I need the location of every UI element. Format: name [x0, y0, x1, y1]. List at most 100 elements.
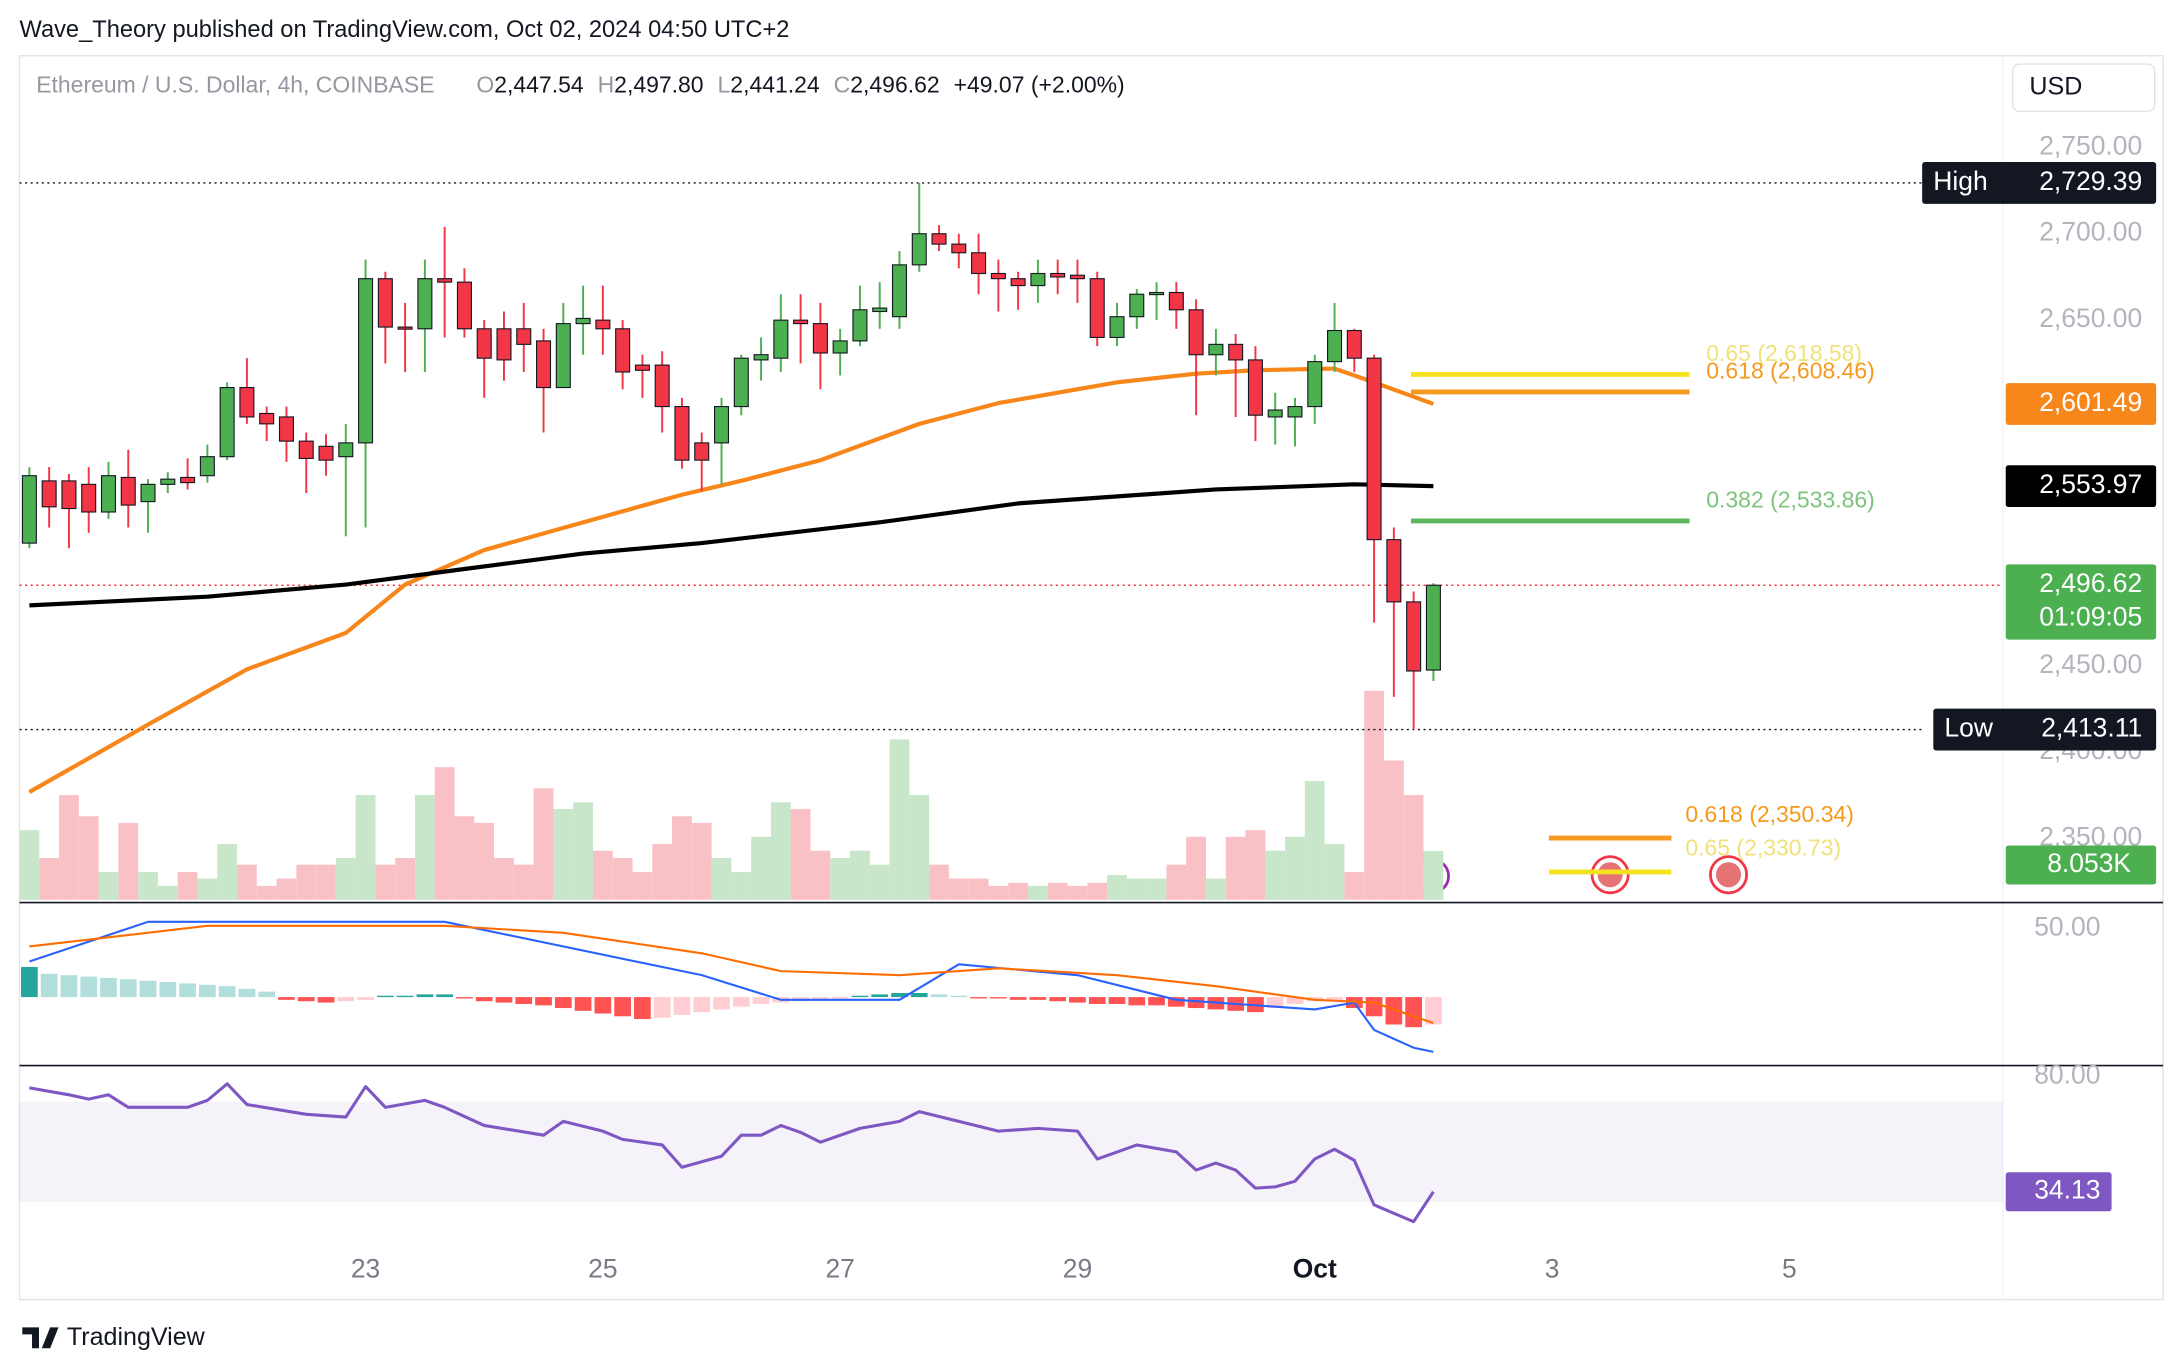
price-label-box [2005, 564, 2157, 640]
macd-bar [159, 982, 177, 998]
candle-body [496, 328, 512, 361]
macd-bar [100, 977, 117, 998]
candle-body [377, 278, 393, 328]
volume-bar [850, 850, 870, 900]
volume-bar [652, 844, 673, 900]
candle-body [1406, 601, 1422, 672]
volume-bar [810, 850, 831, 900]
volume-bar [494, 858, 514, 900]
fib-label: 0.618 (2,350.34) [1685, 801, 1854, 827]
countdown: 01:09:05 [2039, 602, 2142, 632]
macd-bar [653, 997, 671, 1018]
ohlc-value: 2,441.24 [730, 71, 820, 97]
volume-bar [1423, 851, 1444, 900]
currency-button[interactable] [2011, 63, 2156, 113]
macd-bar [930, 994, 948, 998]
volume-bar [1166, 864, 1187, 900]
candle-body [358, 278, 374, 444]
macd-bar [535, 997, 552, 1006]
macd-bar [1365, 997, 1383, 1017]
macd-bar [812, 997, 829, 1000]
candle-body [1346, 329, 1362, 359]
volume-bar [1047, 882, 1068, 900]
volume-bar [474, 822, 495, 900]
macd-bar [752, 997, 770, 1004]
volume-bar [395, 858, 415, 900]
candle-body [61, 480, 77, 510]
candle-body [931, 233, 947, 245]
macd-bar [1029, 997, 1047, 1000]
macd-bar [357, 997, 374, 1000]
candle-body [793, 319, 809, 325]
volume-bar [1364, 690, 1384, 900]
macd-bar [1326, 997, 1343, 1000]
x-tick-label: 3 [1545, 1253, 1560, 1283]
price-label: 2,601.49 [2039, 387, 2142, 417]
macd-bar [851, 995, 869, 998]
volume-bar [751, 836, 771, 900]
candle-body [832, 340, 848, 354]
candle-body [1010, 278, 1026, 287]
logo-mark [22, 1327, 59, 1349]
candle-body [1089, 278, 1105, 338]
candle-body [872, 307, 888, 313]
candle-body [21, 475, 37, 544]
volume-bar [632, 871, 653, 900]
price-label: 2,553.97 [2039, 469, 2142, 499]
volume-bar [1344, 871, 1365, 900]
volume-bar [1403, 795, 1424, 900]
candle-body [1425, 584, 1441, 671]
candle-body [516, 328, 532, 345]
candle-body [239, 387, 255, 418]
price-label: 2,496.62 [2039, 568, 2142, 598]
currency[interactable]: USD [2029, 72, 2082, 100]
volume-bar [1028, 885, 1048, 900]
candle-body [1287, 406, 1303, 418]
x-tick-label: 29 [1063, 1253, 1092, 1283]
candle-body [1208, 343, 1224, 356]
fib-label: 0.382 (2,533.86) [1706, 486, 1875, 512]
x-tick-label: 23 [351, 1253, 380, 1283]
volume-bar [1245, 830, 1266, 900]
macd-bar [278, 997, 295, 1000]
macd-bar [1266, 997, 1284, 1009]
macd-bar [396, 995, 414, 998]
volume-bar [533, 788, 554, 900]
volume-bar [78, 816, 99, 900]
y-tick-label: 2,650.00 [2039, 303, 2142, 333]
extreme-box [1922, 162, 2157, 204]
volume-bar [573, 802, 593, 900]
candle-body [160, 478, 176, 485]
macd-bar [634, 997, 651, 1020]
ohlc-key: C [834, 71, 851, 97]
volume-bar [909, 795, 930, 900]
volume-bar [19, 830, 40, 900]
macd-bar [456, 997, 473, 999]
macd-bar [732, 997, 750, 1007]
macd-bar [673, 997, 691, 1015]
candle-body [1129, 293, 1145, 318]
candle-body [1149, 291, 1165, 296]
candle-body [990, 272, 1006, 280]
volume-bar [375, 864, 396, 900]
macd-bar [594, 997, 612, 1014]
candle-body [615, 328, 631, 373]
volume-bar [553, 808, 574, 900]
candle-body [219, 387, 235, 458]
candle-body [140, 483, 156, 503]
macd-bar [1425, 997, 1442, 1025]
volume-bar [296, 864, 317, 900]
fib-label: 0.618 (2,608.46) [1706, 358, 1875, 384]
volume-bar [1008, 882, 1029, 900]
candle-body [1109, 316, 1125, 338]
volume-bar [454, 816, 475, 900]
candle-body [338, 442, 354, 458]
candle-body [1168, 291, 1184, 311]
candle-body [1050, 272, 1066, 278]
macd-bar [1088, 997, 1106, 1004]
candle-body [1030, 272, 1046, 287]
macd-bar [60, 975, 78, 998]
candle-body [753, 354, 769, 361]
volume-bar [968, 878, 989, 900]
volume-bar [770, 802, 791, 900]
